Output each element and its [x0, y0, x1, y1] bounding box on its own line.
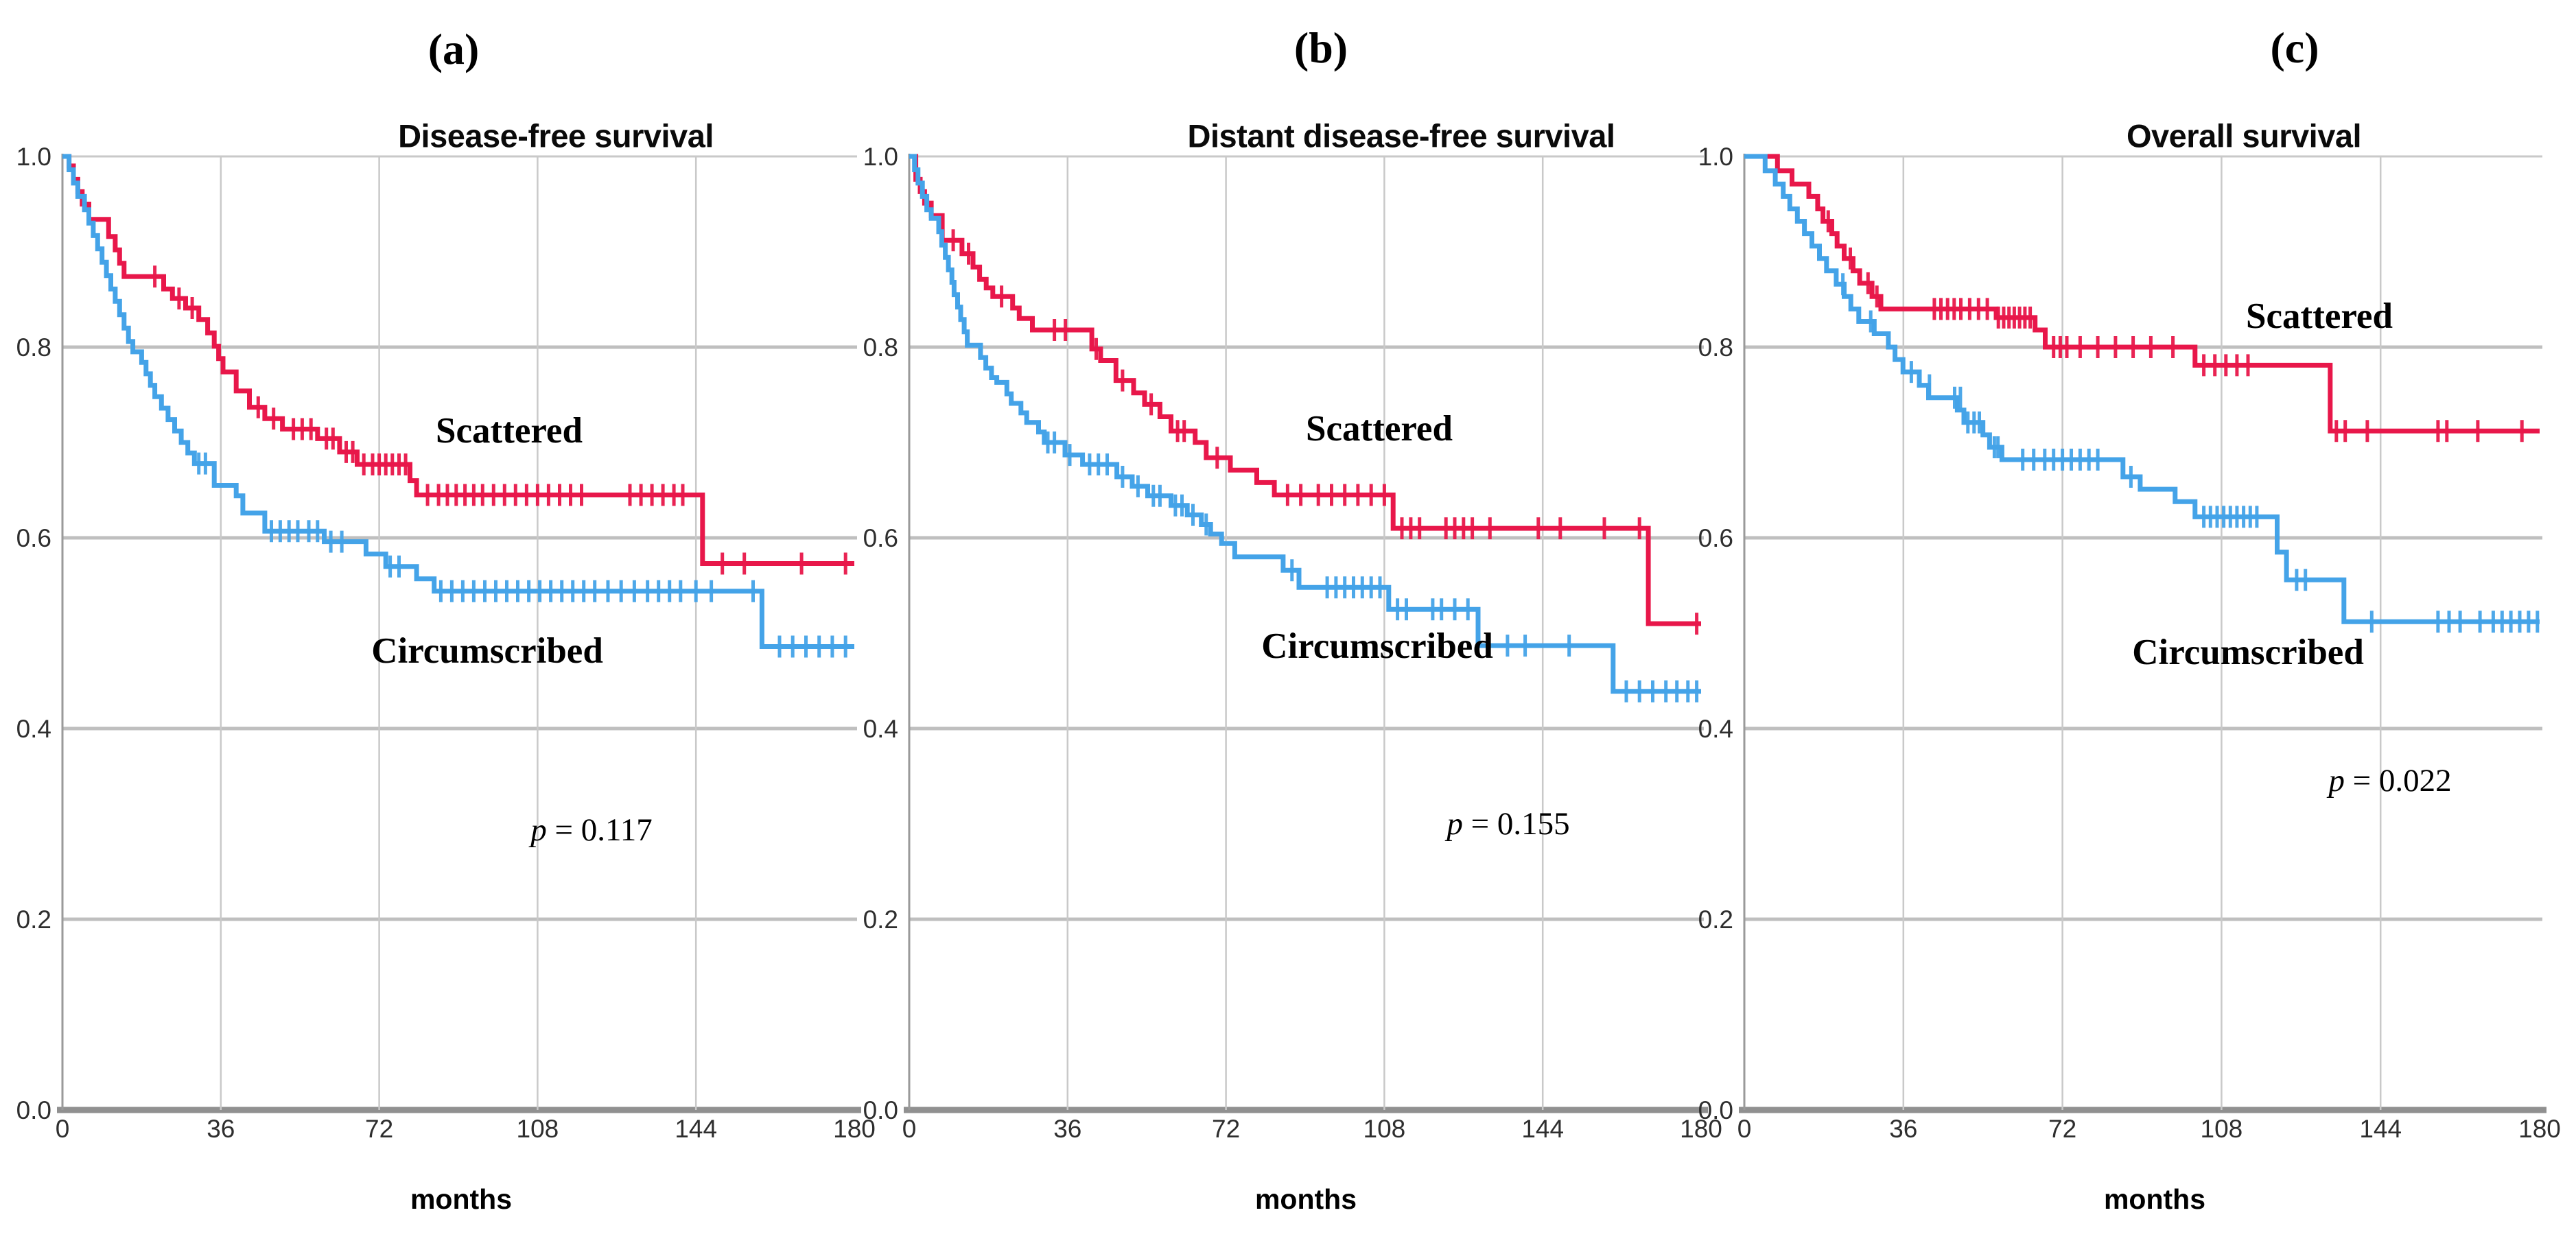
circumscribed-censor-ticks — [197, 452, 847, 658]
x-tick-label: 144 — [1521, 1115, 1564, 1143]
y-tick-label: 1.0 — [16, 143, 51, 171]
y-tick-label: 0.0 — [1698, 1096, 1733, 1124]
circumscribed-label: Circumscribed — [2132, 633, 2364, 672]
y-tick-label: 0.2 — [16, 906, 51, 934]
y-tick-label: 1.0 — [1698, 143, 1733, 171]
circumscribed-label: Circumscribed — [1261, 626, 1493, 666]
months-axis-label: months — [410, 1183, 512, 1215]
circumscribed-curve — [1744, 154, 2540, 624]
x-tick-label: 72 — [365, 1115, 393, 1143]
p-value-label: p = 0.117 — [528, 812, 653, 848]
y-tick-label: 0.6 — [863, 524, 898, 552]
months-axis-label: months — [2104, 1183, 2205, 1215]
y-tick-label: 0.4 — [863, 715, 898, 743]
y-tick-label: 0.4 — [16, 715, 51, 743]
circumscribed-curve — [909, 154, 1701, 694]
circumscribed-label: Circumscribed — [371, 631, 603, 671]
x-tick-label: 72 — [1212, 1115, 1240, 1143]
x-tick-label: 0 — [902, 1115, 917, 1143]
circumscribed-censor-ticks — [1046, 432, 1699, 702]
panel-b-letter: (b) — [1293, 23, 1348, 72]
y-tick-label: 0.4 — [1698, 715, 1733, 743]
x-tick-label: 108 — [1363, 1115, 1406, 1143]
x-tick-label: 144 — [2359, 1115, 2402, 1143]
scattered-censor-ticks — [951, 229, 1699, 635]
x-tick-label: 144 — [675, 1115, 717, 1143]
x-tick-label: 108 — [2201, 1115, 2243, 1143]
x-tick-label: 0 — [56, 1115, 70, 1143]
panel-a: 1.0 0.8 0.6 0.4 0.2 0.00 36 72 108 144 180 Scattere… — [16, 143, 876, 1215]
panel-b-title: Distant disease-free survival — [1187, 117, 1615, 154]
circumscribed-censor-ticks — [1841, 273, 2540, 633]
x-tick-label: 72 — [2048, 1115, 2076, 1143]
scattered-curve — [909, 154, 1701, 626]
y-tick-label: 0.6 — [1698, 524, 1733, 552]
y-tick-label: 0.0 — [863, 1096, 898, 1124]
panel-a-title: Disease-free survival — [398, 117, 714, 154]
panel-c: 1.0 0.8 0.6 0.4 0.2 0.00 36 72 108 144 180 Scattere… — [1698, 143, 2561, 1215]
x-tick-label: 36 — [1053, 1115, 1081, 1143]
x-tick-label: 180 — [2518, 1115, 2561, 1143]
scattered-censor-ticks — [153, 265, 847, 575]
p-value-label: p = 0.022 — [2326, 763, 2451, 799]
scattered-curve — [62, 154, 854, 566]
y-tick-label: 0.8 — [1698, 333, 1733, 362]
y-tick-label: 1.0 — [863, 143, 898, 171]
y-tick-label: 0.0 — [16, 1096, 51, 1124]
x-tick-label: 0 — [1737, 1115, 1752, 1143]
scattered-curve — [1744, 154, 2540, 434]
panel-c-letter: (c) — [2270, 23, 2319, 72]
panel-c-title: Overall survival — [2126, 117, 2362, 154]
panel-b: 1.0 0.8 0.6 0.4 0.2 0.00 36 72 108 144 180 Scattere… — [863, 143, 1722, 1215]
p-value-label: p = 0.155 — [1444, 806, 1569, 842]
x-tick-label: 36 — [207, 1115, 235, 1143]
y-tick-label: 0.6 — [16, 524, 51, 552]
scattered-label: Scattered — [436, 411, 583, 451]
y-tick-label: 0.8 — [16, 333, 51, 362]
y-tick-label: 0.8 — [863, 333, 898, 362]
x-tick-label: 180 — [1680, 1115, 1722, 1143]
x-tick-label: 180 — [833, 1115, 876, 1143]
scattered-label: Scattered — [2246, 296, 2393, 336]
scattered-label: Scattered — [1306, 409, 1453, 449]
panel-a-letter: (a) — [428, 25, 480, 73]
months-axis-label: months — [1255, 1183, 1357, 1215]
scattered-censor-ticks — [1826, 210, 2524, 442]
x-tick-label: 36 — [1889, 1115, 1917, 1143]
y-tick-label: 0.2 — [863, 906, 898, 934]
y-tick-label: 0.2 — [1698, 906, 1733, 934]
x-tick-label: 108 — [517, 1115, 559, 1143]
circumscribed-curve — [62, 154, 854, 649]
